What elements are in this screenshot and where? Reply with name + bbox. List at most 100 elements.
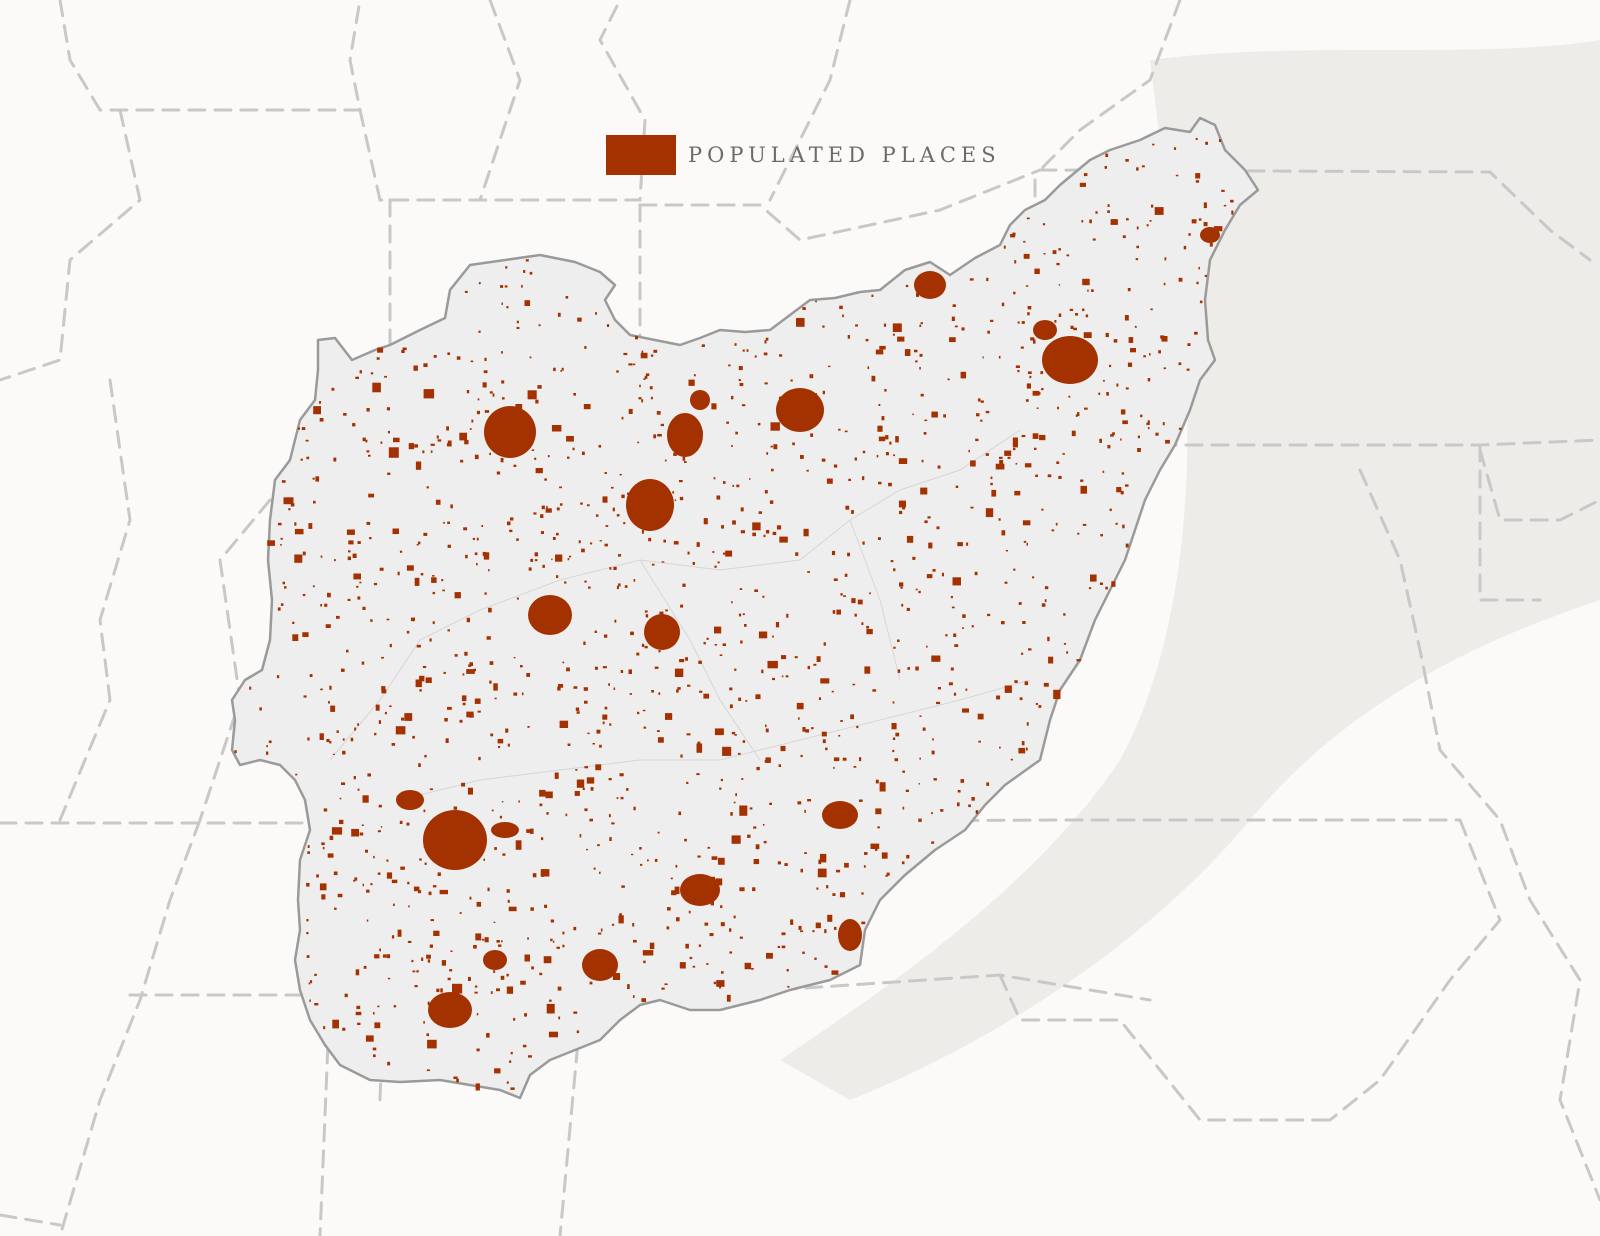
populated-place-cluster	[528, 595, 572, 635]
populated-place	[486, 1033, 490, 1038]
populated-place	[839, 305, 843, 310]
populated-place	[775, 622, 780, 628]
populated-place	[715, 878, 723, 886]
populated-place	[987, 613, 991, 617]
populated-place	[635, 335, 638, 340]
populated-place	[815, 300, 817, 303]
populated-place	[447, 629, 450, 632]
populated-place	[1104, 166, 1107, 169]
populated-place	[682, 456, 686, 461]
populated-place	[951, 316, 955, 321]
populated-place	[328, 701, 330, 704]
populated-place	[266, 751, 269, 755]
populated-place	[780, 745, 786, 752]
populated-place	[320, 604, 323, 607]
populated-place	[839, 892, 846, 898]
populated-place	[329, 741, 332, 744]
populated-place	[582, 787, 585, 791]
populated-place	[368, 454, 371, 457]
populated-place	[847, 552, 850, 557]
populated-place	[618, 554, 622, 557]
populated-place	[653, 434, 657, 439]
populated-place	[653, 349, 658, 353]
populated-place	[423, 389, 435, 399]
populated-place	[608, 683, 610, 686]
populated-place	[476, 901, 482, 907]
populated-place	[412, 970, 416, 973]
populated-place	[542, 564, 545, 568]
populated-place	[643, 960, 646, 964]
populated-place	[268, 740, 272, 744]
populated-place	[356, 1005, 361, 1010]
populated-place	[1043, 253, 1046, 255]
populated-place	[565, 296, 569, 299]
populated-place	[609, 837, 612, 841]
populated-place	[1082, 523, 1087, 526]
populated-place	[454, 654, 458, 657]
populated-place	[313, 406, 321, 415]
populated-place	[1058, 248, 1061, 251]
populated-place	[606, 324, 610, 327]
populated-place	[1106, 392, 1109, 396]
populated-place	[459, 719, 463, 723]
populated-place	[362, 883, 364, 887]
populated-place	[442, 589, 445, 592]
populated-place	[1105, 332, 1109, 338]
populated-place	[912, 556, 916, 560]
populated-place	[998, 355, 1001, 359]
populated-place	[567, 558, 570, 561]
populated-place	[535, 399, 539, 404]
populated-place	[825, 747, 828, 751]
populated-place	[960, 779, 965, 783]
populated-place	[957, 542, 963, 547]
populated-place	[496, 988, 500, 992]
populated-place	[952, 304, 956, 307]
populated-place	[779, 354, 783, 357]
state-border	[58, 0, 362, 112]
populated-place	[729, 687, 733, 691]
populated-place	[520, 980, 526, 985]
populated-place	[872, 689, 877, 692]
populated-place	[477, 837, 480, 841]
populated-place	[616, 797, 619, 799]
populated-place	[541, 505, 545, 510]
populated-place	[423, 809, 426, 813]
populated-place	[576, 1030, 580, 1034]
populated-place	[469, 896, 472, 900]
populated-place	[902, 506, 906, 510]
populated-place	[658, 650, 661, 653]
populated-place	[1023, 540, 1027, 543]
populated-place	[827, 914, 833, 922]
populated-place	[466, 617, 470, 623]
populated-place	[1149, 353, 1151, 356]
populated-place	[556, 507, 560, 511]
populated-place	[567, 456, 570, 459]
populated-place	[1147, 427, 1150, 430]
populated-place	[723, 481, 726, 484]
populated-place	[413, 365, 418, 371]
populated-place	[370, 372, 374, 375]
populated-place	[488, 569, 490, 572]
populated-place	[1196, 281, 1199, 285]
legend-label: POPULATED PLACES	[688, 143, 1001, 167]
populated-place	[436, 832, 440, 835]
populated-place	[919, 366, 921, 370]
populated-place	[707, 846, 711, 849]
populated-place	[674, 668, 684, 677]
populated-place	[968, 449, 970, 453]
populated-place	[742, 349, 745, 352]
populated-place	[901, 603, 904, 607]
populated-place	[292, 621, 295, 624]
populated-place	[894, 758, 899, 762]
populated-place	[671, 890, 677, 896]
populated-place	[357, 541, 361, 544]
populated-place	[1032, 433, 1039, 439]
populated-place	[953, 692, 957, 696]
populated-place	[1112, 432, 1115, 435]
populated-place	[1038, 705, 1042, 708]
populated-place	[778, 396, 782, 400]
populated-place	[792, 442, 795, 446]
populated-place	[627, 492, 630, 495]
populated-place	[1161, 336, 1168, 342]
populated-place	[1071, 430, 1076, 437]
